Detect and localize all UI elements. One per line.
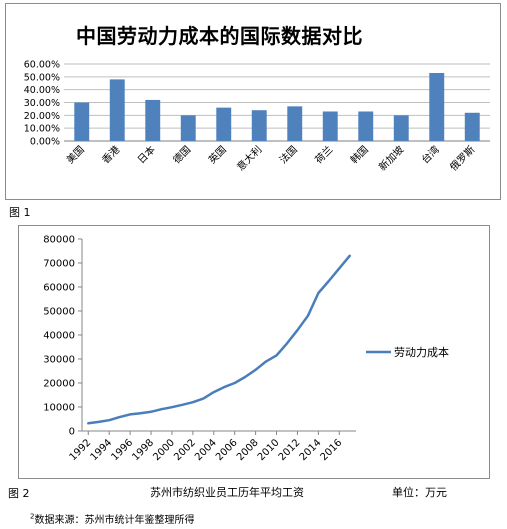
x-tick-label: 2014 <box>298 437 324 463</box>
bar <box>145 99 161 141</box>
bar <box>358 111 374 141</box>
x-tick-label: 1996 <box>109 437 135 463</box>
bar <box>287 106 303 141</box>
x-tick-label: 2006 <box>214 437 240 463</box>
y-tick-label: 80000 <box>43 235 75 246</box>
x-tick-label: 荷兰 <box>312 143 335 166</box>
x-tick-label: 1994 <box>89 437 115 463</box>
x-tick-label: 英国 <box>206 143 229 166</box>
series-line <box>87 254 351 425</box>
chart2-panel: 0 10000 20000 30000 40000 50000 60000 70000 8000… <box>18 225 490 479</box>
figure-2-label: 图 2 <box>8 487 30 500</box>
bar <box>109 79 125 141</box>
x-tick-label: 韩国 <box>348 143 371 166</box>
x-tick-label: 2008 <box>235 437 261 463</box>
y-tick-label: 20000 <box>43 379 75 390</box>
x-tick-label: 2004 <box>193 437 219 463</box>
y-tick-label: 30000 <box>43 355 75 366</box>
figure-1-label: 图 1 <box>9 206 31 219</box>
x-tick-label: 俄罗斯 <box>447 143 477 173</box>
bar <box>429 72 445 141</box>
footnote-mark: 2 <box>30 512 35 521</box>
y-tick-label: 40.00% <box>24 85 60 96</box>
x-tick-label: 香港 <box>100 144 123 167</box>
y-tick-label: 0 <box>69 427 75 438</box>
bar <box>74 102 90 141</box>
x-tick-label: 美国 <box>64 143 87 166</box>
x-tick-label: 意大利 <box>234 143 264 173</box>
line-chart: 0 10000 20000 30000 40000 50000 60000 70000 8000… <box>43 235 449 464</box>
bar <box>216 107 232 141</box>
x-tick-label: 2012 <box>277 437 303 463</box>
x-tick-label: 2000 <box>151 437 177 463</box>
x-tick-label: 2010 <box>256 437 282 463</box>
bar <box>322 111 338 141</box>
bar <box>180 115 196 141</box>
data-source-text: 数据来源：苏州市统计年鉴整理所得 <box>34 515 195 526</box>
y-tick-label: 30.00% <box>24 98 60 109</box>
y-tick-label: 0.00% <box>30 137 60 148</box>
y-tick-label: 60.00% <box>24 60 60 71</box>
x-tick-label: 2002 <box>172 437 198 463</box>
x-tick-label: 2016 <box>319 437 345 463</box>
y-tick-label: 70000 <box>43 259 75 270</box>
x-tick-label: 日本 <box>135 143 158 166</box>
x-tick-label: 法国 <box>277 143 300 166</box>
y-tick-label: 50.00% <box>24 72 60 83</box>
y-tick-label: 10000 <box>43 403 75 414</box>
x-tick-label: 1992 <box>68 437 94 463</box>
y-tick-label: 60000 <box>43 283 75 294</box>
x-tick-label: 新加坡 <box>376 143 406 173</box>
data-source-note: 2数据来源：苏州市统计年鉴整理所得 <box>30 511 194 526</box>
y-tick-label: 40000 <box>43 331 75 342</box>
y-tick-label: 50000 <box>43 307 75 318</box>
bar <box>464 112 480 141</box>
y-tick-label: 20.00% <box>24 111 60 122</box>
legend-label: 劳动力成本 <box>394 345 449 359</box>
figure-2-caption: 苏州市纺织业员工历年平均工资 <box>150 486 304 499</box>
x-tick-label: 德国 <box>170 143 193 166</box>
figure-2-unit: 单位：万元 <box>392 486 447 499</box>
chart1-title: 中国劳动力成本的国际数据对比 <box>76 24 363 48</box>
bar-chart: 0.00% 10.00% 20.00% 30.00% 40.00% 50.00%60.00… <box>24 60 490 173</box>
chart1-panel: 中国劳动力成本的国际数据对比 0.00% 10.00% 20.00% 30.00% 40… <box>5 3 501 200</box>
x-tick-label: 1998 <box>130 437 156 463</box>
bar <box>393 115 409 141</box>
x-tick-label: 台湾 <box>419 143 442 166</box>
y-tick-label: 10.00% <box>24 124 60 135</box>
bar <box>251 110 267 141</box>
